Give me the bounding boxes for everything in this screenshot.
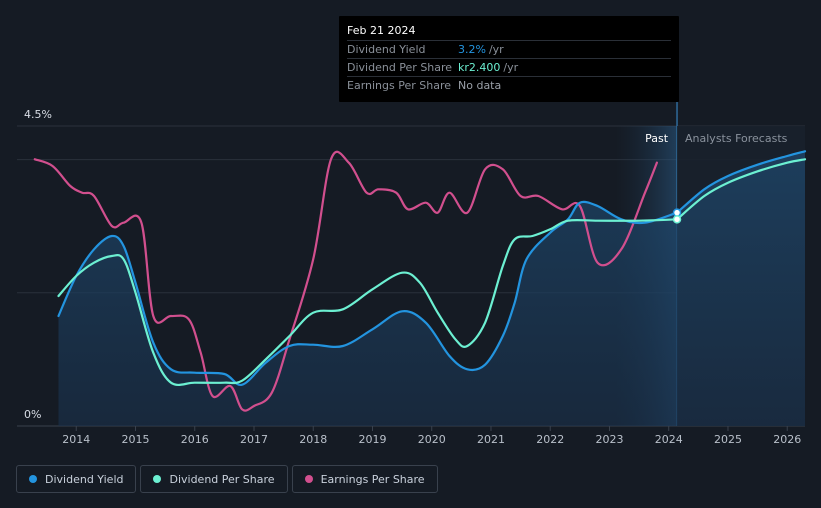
legend-label: Dividend Yield bbox=[45, 472, 124, 486]
dividend-per-share-forecast-line bbox=[675, 158, 807, 221]
legend-item-dividend-per-share[interactable]: Dividend Per Share bbox=[140, 465, 288, 493]
legend-item-dividend-yield[interactable]: Dividend Yield bbox=[16, 465, 137, 493]
dividend-per-share-line bbox=[57, 218, 679, 386]
tooltip-value: No data bbox=[458, 79, 502, 92]
dividend-yield-forecast-line bbox=[675, 150, 807, 214]
x-tick-label: 2017 bbox=[240, 433, 268, 446]
tooltip-unit: /yr bbox=[488, 43, 504, 56]
legend: Dividend Yield Dividend Per Share Earnin… bbox=[16, 465, 438, 493]
tooltip-date: Feb 21 2024 bbox=[347, 24, 416, 37]
tooltip: Feb 21 2024 Dividend Yield 3.2% /yr Divi… bbox=[339, 16, 679, 102]
tooltip-unit: /yr bbox=[503, 61, 519, 74]
tooltip-row-dividend-per-share: Dividend Per Share kr2.400 /yr bbox=[347, 58, 671, 76]
x-tick-label: 2024 bbox=[655, 433, 683, 446]
x-tick-label: 2025 bbox=[714, 433, 742, 446]
tooltip-value: 3.2% bbox=[458, 43, 486, 56]
x-tick-label: 2015 bbox=[121, 433, 149, 446]
legend-label: Dividend Per Share bbox=[169, 472, 275, 486]
earnings-per-share-line bbox=[33, 150, 658, 412]
x-tick-label: 2014 bbox=[62, 433, 90, 446]
y-axis-top-label: 4.5% bbox=[24, 108, 52, 121]
y-axis-bottom-label: 0% bbox=[24, 408, 41, 421]
tooltip-row-earnings-per-share: Earnings Per Share No data bbox=[347, 76, 671, 94]
legend-label: Earnings Per Share bbox=[320, 472, 425, 486]
tooltip-value: kr2.400 bbox=[458, 61, 501, 74]
x-tick-label: 2019 bbox=[358, 433, 386, 446]
legend-dot-icon bbox=[153, 475, 162, 483]
x-tick-label: 2018 bbox=[299, 433, 327, 446]
x-tick-label: 2020 bbox=[418, 433, 446, 446]
tooltip-label: Earnings Per Share bbox=[347, 79, 452, 92]
forecast-label: Analysts Forecasts bbox=[685, 132, 788, 145]
dividend-per-share-marker bbox=[672, 215, 682, 224]
x-tick-label: 2026 bbox=[773, 433, 801, 446]
x-tick-label: 2021 bbox=[477, 433, 505, 446]
dividend-yield-line bbox=[57, 200, 679, 386]
tooltip-row-dividend-yield: Dividend Yield 3.2% /yr bbox=[347, 40, 671, 58]
x-tick-label: 2023 bbox=[595, 433, 623, 446]
tooltip-label: Dividend Yield bbox=[347, 43, 426, 56]
legend-dot-icon bbox=[29, 475, 37, 483]
past-label: Past bbox=[645, 132, 669, 145]
legend-dot-icon bbox=[304, 475, 313, 483]
legend-item-earnings-per-share[interactable]: Earnings Per Share bbox=[291, 465, 438, 493]
tooltip-label: Dividend Per Share bbox=[347, 61, 453, 74]
x-tick-label: 2022 bbox=[536, 433, 564, 446]
x-tick-label: 2016 bbox=[181, 433, 209, 446]
